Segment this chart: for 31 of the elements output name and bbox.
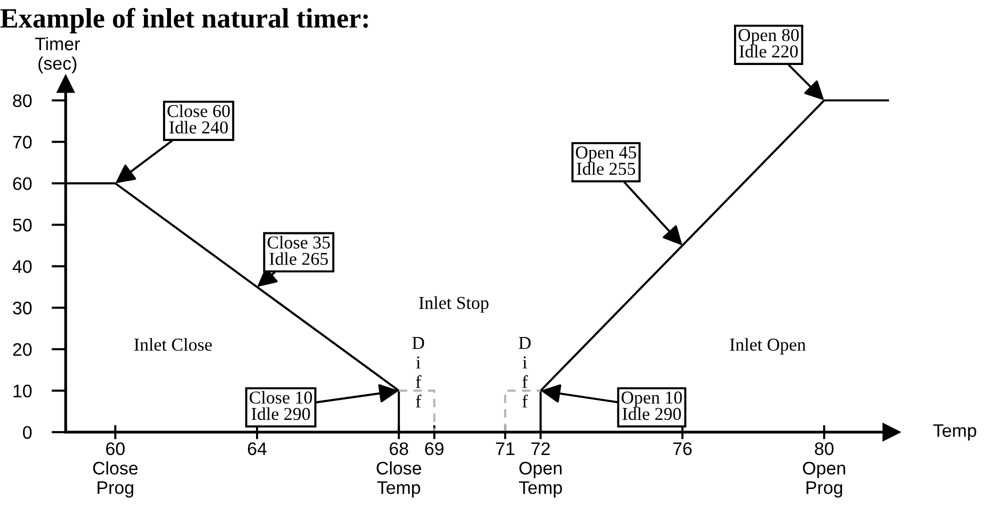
annotation: Open 45 Idle 255: [576, 146, 636, 175]
annotation: Close 35 Idle 265: [268, 236, 330, 265]
annotation: D i f f: [518, 337, 531, 408]
y-tick-label: 0: [23, 426, 32, 439]
x-tick-label: 60 Close Prog: [93, 442, 138, 498]
x-tick-label: 76: [673, 442, 692, 456]
x-tick-label: 80 Open Prog: [802, 442, 846, 498]
x-tick-label: 71: [496, 442, 514, 455]
y-tick-label: 60: [13, 177, 32, 190]
y-tick-label: 50: [12, 218, 32, 232]
y-tick-label: 70: [13, 136, 32, 149]
y-tick-label: 80: [13, 94, 32, 108]
x-tick-label: 64: [248, 442, 267, 456]
y-tick-label: 20: [13, 343, 32, 356]
y-axis-title: Timer (sec): [35, 37, 80, 74]
annotation: Open 80 Idle 220: [738, 28, 799, 58]
x-tick-label: 72 Open Temp: [518, 442, 562, 498]
annotation: Inlet Close: [134, 338, 212, 351]
annotation: Inlet Stop: [419, 296, 488, 313]
y-tick-label: 30: [12, 302, 32, 314]
x-axis-title: Temp: [933, 424, 976, 441]
annotation: Open 10 Idle 290: [622, 391, 682, 420]
chart-title: Example of inlet natural timer:: [0, 8, 368, 34]
y-tick-label: 40: [12, 260, 32, 273]
annotation: Close 60 Idle 240: [168, 104, 230, 134]
x-tick-label: 68 Close Temp: [376, 442, 422, 498]
annotation: D i f f: [412, 337, 424, 408]
y-tick-label: 10: [14, 384, 32, 398]
x-tick-label: 69: [425, 442, 444, 456]
annotation: Inlet Open: [730, 338, 806, 354]
annotation: Close 10 Idle 290: [250, 390, 312, 420]
